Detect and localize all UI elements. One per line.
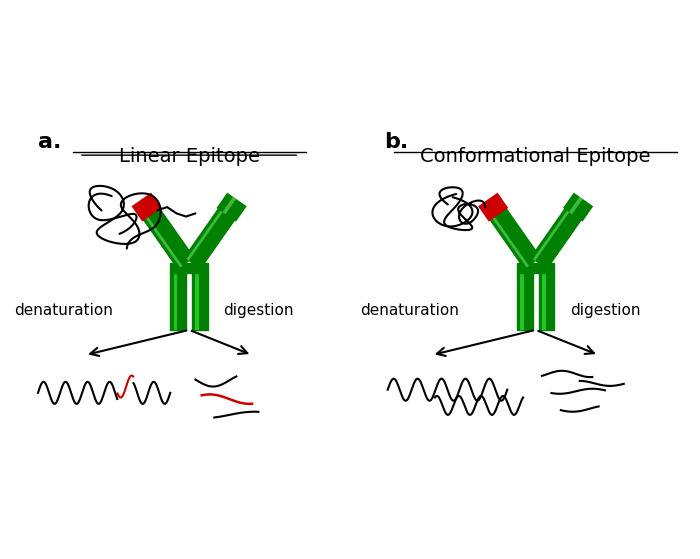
FancyBboxPatch shape: [195, 273, 199, 330]
FancyBboxPatch shape: [539, 273, 554, 330]
Polygon shape: [141, 210, 189, 269]
Text: Conformational Epitope: Conformational Epitope: [421, 147, 651, 166]
Polygon shape: [563, 193, 593, 221]
Polygon shape: [494, 206, 541, 266]
Polygon shape: [538, 212, 577, 265]
Text: b.: b.: [384, 131, 409, 151]
Text: denaturation: denaturation: [360, 304, 459, 319]
FancyBboxPatch shape: [174, 273, 177, 330]
FancyBboxPatch shape: [517, 263, 554, 273]
FancyBboxPatch shape: [520, 273, 524, 330]
Polygon shape: [147, 206, 195, 266]
Polygon shape: [478, 193, 508, 221]
Polygon shape: [216, 193, 246, 221]
Text: digestion: digestion: [570, 304, 640, 319]
Polygon shape: [569, 197, 582, 214]
Polygon shape: [488, 210, 536, 269]
Polygon shape: [183, 206, 231, 266]
Polygon shape: [144, 215, 183, 267]
Polygon shape: [189, 210, 237, 269]
Polygon shape: [491, 215, 529, 267]
Text: digestion: digestion: [223, 304, 293, 319]
Polygon shape: [186, 208, 225, 261]
Polygon shape: [192, 212, 230, 265]
FancyBboxPatch shape: [170, 263, 208, 273]
Polygon shape: [530, 206, 578, 266]
Polygon shape: [150, 211, 188, 263]
Polygon shape: [132, 193, 162, 221]
FancyBboxPatch shape: [517, 273, 533, 330]
FancyBboxPatch shape: [170, 273, 186, 330]
FancyBboxPatch shape: [193, 273, 208, 330]
Polygon shape: [496, 211, 535, 263]
Text: Linear Epitope: Linear Epitope: [118, 147, 260, 166]
Polygon shape: [533, 208, 571, 261]
Text: denaturation: denaturation: [14, 304, 113, 319]
Polygon shape: [536, 210, 583, 269]
Text: a.: a.: [38, 131, 62, 151]
Polygon shape: [223, 197, 236, 214]
FancyBboxPatch shape: [542, 273, 546, 330]
